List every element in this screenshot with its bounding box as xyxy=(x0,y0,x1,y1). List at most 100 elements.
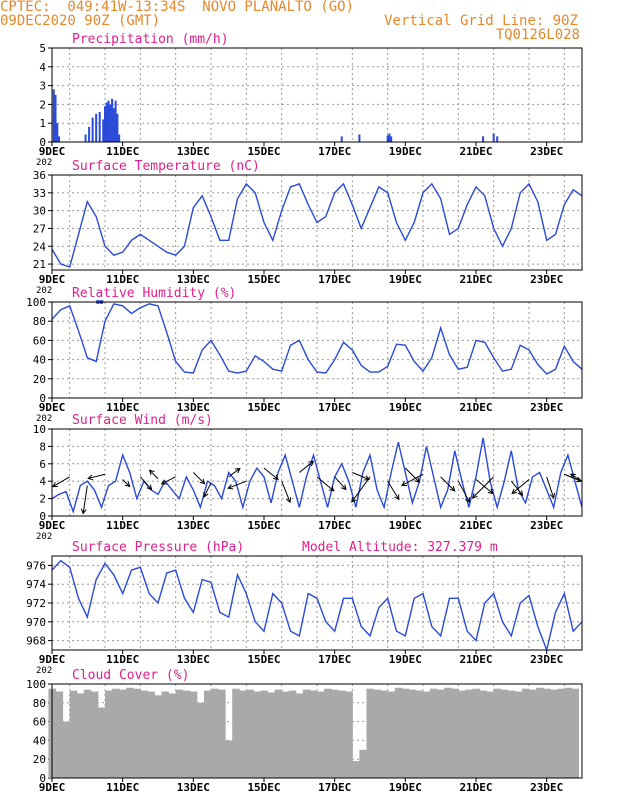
panel-4-wind-arrow xyxy=(227,480,247,489)
chart-header: CPTEC: 049:41W-13:34S NOVO PLANALTO (GO)… xyxy=(0,0,618,48)
panel-6-cloud-bar xyxy=(401,688,410,778)
panel-6-cloud-bar xyxy=(514,691,523,778)
panel-6-cloud-bar xyxy=(302,689,311,778)
panel-6-cloud-bar xyxy=(260,690,269,778)
panel-4-xtick-label: 21DEC xyxy=(459,519,492,532)
panel-3-xtick-label: 23DEC xyxy=(530,401,563,414)
panel-3-xtick-label: 11DEC xyxy=(106,401,139,414)
panel-4-wind-arrow xyxy=(352,472,370,480)
panel-6-cloud-bar xyxy=(345,691,353,778)
panel-6-cloud-bar xyxy=(232,688,240,778)
panel-3-xtick-label: 13DEC xyxy=(177,401,210,414)
panel-4-wind-arrow xyxy=(510,480,523,496)
panel-1-xtick-label: 13DEC xyxy=(177,145,210,158)
panel-6-cloud-bar xyxy=(175,689,184,778)
panel-1-bar xyxy=(58,136,61,142)
panel-4-xtick-label: 11DEC xyxy=(106,519,139,532)
panel-2-xtick-label: 15DEC xyxy=(247,273,280,286)
panel-6-cloud-bar xyxy=(408,689,417,778)
panel-5-ytick-label: 970 xyxy=(26,616,46,629)
panel-5-title: Surface Pressure (hPa) xyxy=(72,540,244,555)
panel-6-cloud-bar xyxy=(281,691,290,778)
panel-6-cloud-bar xyxy=(415,690,424,778)
panel-4-wind-arrowhead xyxy=(414,477,421,483)
panel-2-xtick-label: 21DEC xyxy=(459,273,492,286)
panel-6-cloud-bar xyxy=(90,691,99,778)
panel-1-bar xyxy=(105,102,108,142)
panel-3-ytick-label: 0 xyxy=(39,392,46,405)
panel-1-bar xyxy=(107,100,110,142)
panel-4-wind-arrow xyxy=(404,467,420,483)
panel-4-wind-arrow xyxy=(52,476,70,488)
panel-3-xtick-label: 15DEC xyxy=(247,401,280,414)
panel-4-wind-arrow xyxy=(299,460,314,473)
panel-6-frame xyxy=(51,683,583,779)
panel-4-wind-arrowhead xyxy=(465,497,471,504)
panel-5-xtick-label: 9DEC xyxy=(39,653,66,666)
panel-6-cloud-bar xyxy=(472,688,481,778)
panel-6-xtick-label: 21DEC xyxy=(459,781,492,794)
panel-5-xtick-label: 17DEC xyxy=(318,653,351,666)
panel-4-xtick-label: 23DEC xyxy=(530,519,563,532)
panel-6-cloud-bar xyxy=(366,688,375,778)
panel-2-title: Surface Temperature (nC) xyxy=(72,159,260,174)
panel-5-ytick-label: 976 xyxy=(26,559,46,572)
panel-1-bar xyxy=(111,98,114,142)
panel-1-bar xyxy=(52,89,55,142)
panel-3-xtick-label: 19DEC xyxy=(389,401,422,414)
panel-6-cloud-bar xyxy=(168,693,177,778)
panel-4-ytick-label: 8 xyxy=(39,440,46,453)
panel-6-cloud-bar xyxy=(465,689,473,778)
panel-4-ytick-label: 0 xyxy=(39,510,46,523)
panel-1-bar xyxy=(340,136,343,142)
panel-6-cloud-bar xyxy=(338,690,346,778)
panel-6-cloud-bar xyxy=(507,690,516,778)
panel-4-wind-arrow xyxy=(122,479,131,487)
panel-6-cloud-bar xyxy=(62,721,71,778)
panel-4-wind-arrowhead xyxy=(272,474,279,481)
panel-3-ytick-label: 80 xyxy=(33,315,46,328)
panel-4-wind-arrow xyxy=(228,468,241,478)
panel-4-wind-arrowhead xyxy=(148,469,155,476)
station-line: CPTEC: 049:41W-13:34S NOVO PLANALTO (GO) xyxy=(0,0,355,15)
panel-4-ytick-label: 10 xyxy=(33,423,46,436)
panel-1-bar xyxy=(95,113,98,142)
panel-6-cloud-bar xyxy=(500,689,509,778)
panel-1-xtick-label: 15DEC xyxy=(247,145,280,158)
panel-3-ytick-label: 40 xyxy=(33,354,46,367)
panel-4-xtick-label: 15DEC xyxy=(247,519,280,532)
panel-3-series-line xyxy=(51,303,583,375)
panel-5-frame xyxy=(51,555,583,651)
panel-1-ytick-label: 5 xyxy=(39,42,46,55)
panel-1-bar xyxy=(390,136,393,142)
panel-4-wind-arrow xyxy=(546,476,555,499)
panel-6-cloud-bar xyxy=(288,690,297,778)
panel-1-bar xyxy=(98,111,101,142)
panel-3-ytick-label: 20 xyxy=(33,373,46,386)
panel-4-wind-arrowhead xyxy=(146,484,153,491)
panel-6-cloud-bar xyxy=(380,690,389,778)
panel-1-ytick-label: 0 xyxy=(39,136,46,149)
panel-4-title: Surface Wind (m/s) xyxy=(72,413,213,428)
panel-6-cloud-bar xyxy=(564,687,572,778)
panel-4-wind-arrow xyxy=(387,480,400,500)
panel-3-ytick-label: 60 xyxy=(33,334,46,347)
panel-6-xtick-label: 23DEC xyxy=(530,781,563,794)
panel-6-cloud-bar xyxy=(373,689,382,778)
panel-6-cloud-bar xyxy=(119,689,127,778)
panel-6-cloud-bar xyxy=(536,687,544,778)
panel-6-cloud-bar xyxy=(112,688,120,778)
panel-2-xtick-label: 9DEC xyxy=(39,273,66,286)
panel-1-bar xyxy=(492,133,495,142)
panel-6-cloud-bar xyxy=(458,690,466,778)
panel-6-cloud-bar xyxy=(493,688,502,778)
panel-1-bar xyxy=(112,108,115,142)
panel-6-cloud-bar xyxy=(550,689,558,778)
panel-4-wind-arrowhead xyxy=(449,485,456,492)
panel-5-xtick-label: 13DEC xyxy=(177,653,210,666)
panel-2-xtick-label: 23DEC xyxy=(530,273,563,286)
panel-1-bar xyxy=(104,106,106,142)
panel-6-cloud-bar xyxy=(55,691,64,778)
panel-6-ytick-label: 40 xyxy=(33,734,46,747)
